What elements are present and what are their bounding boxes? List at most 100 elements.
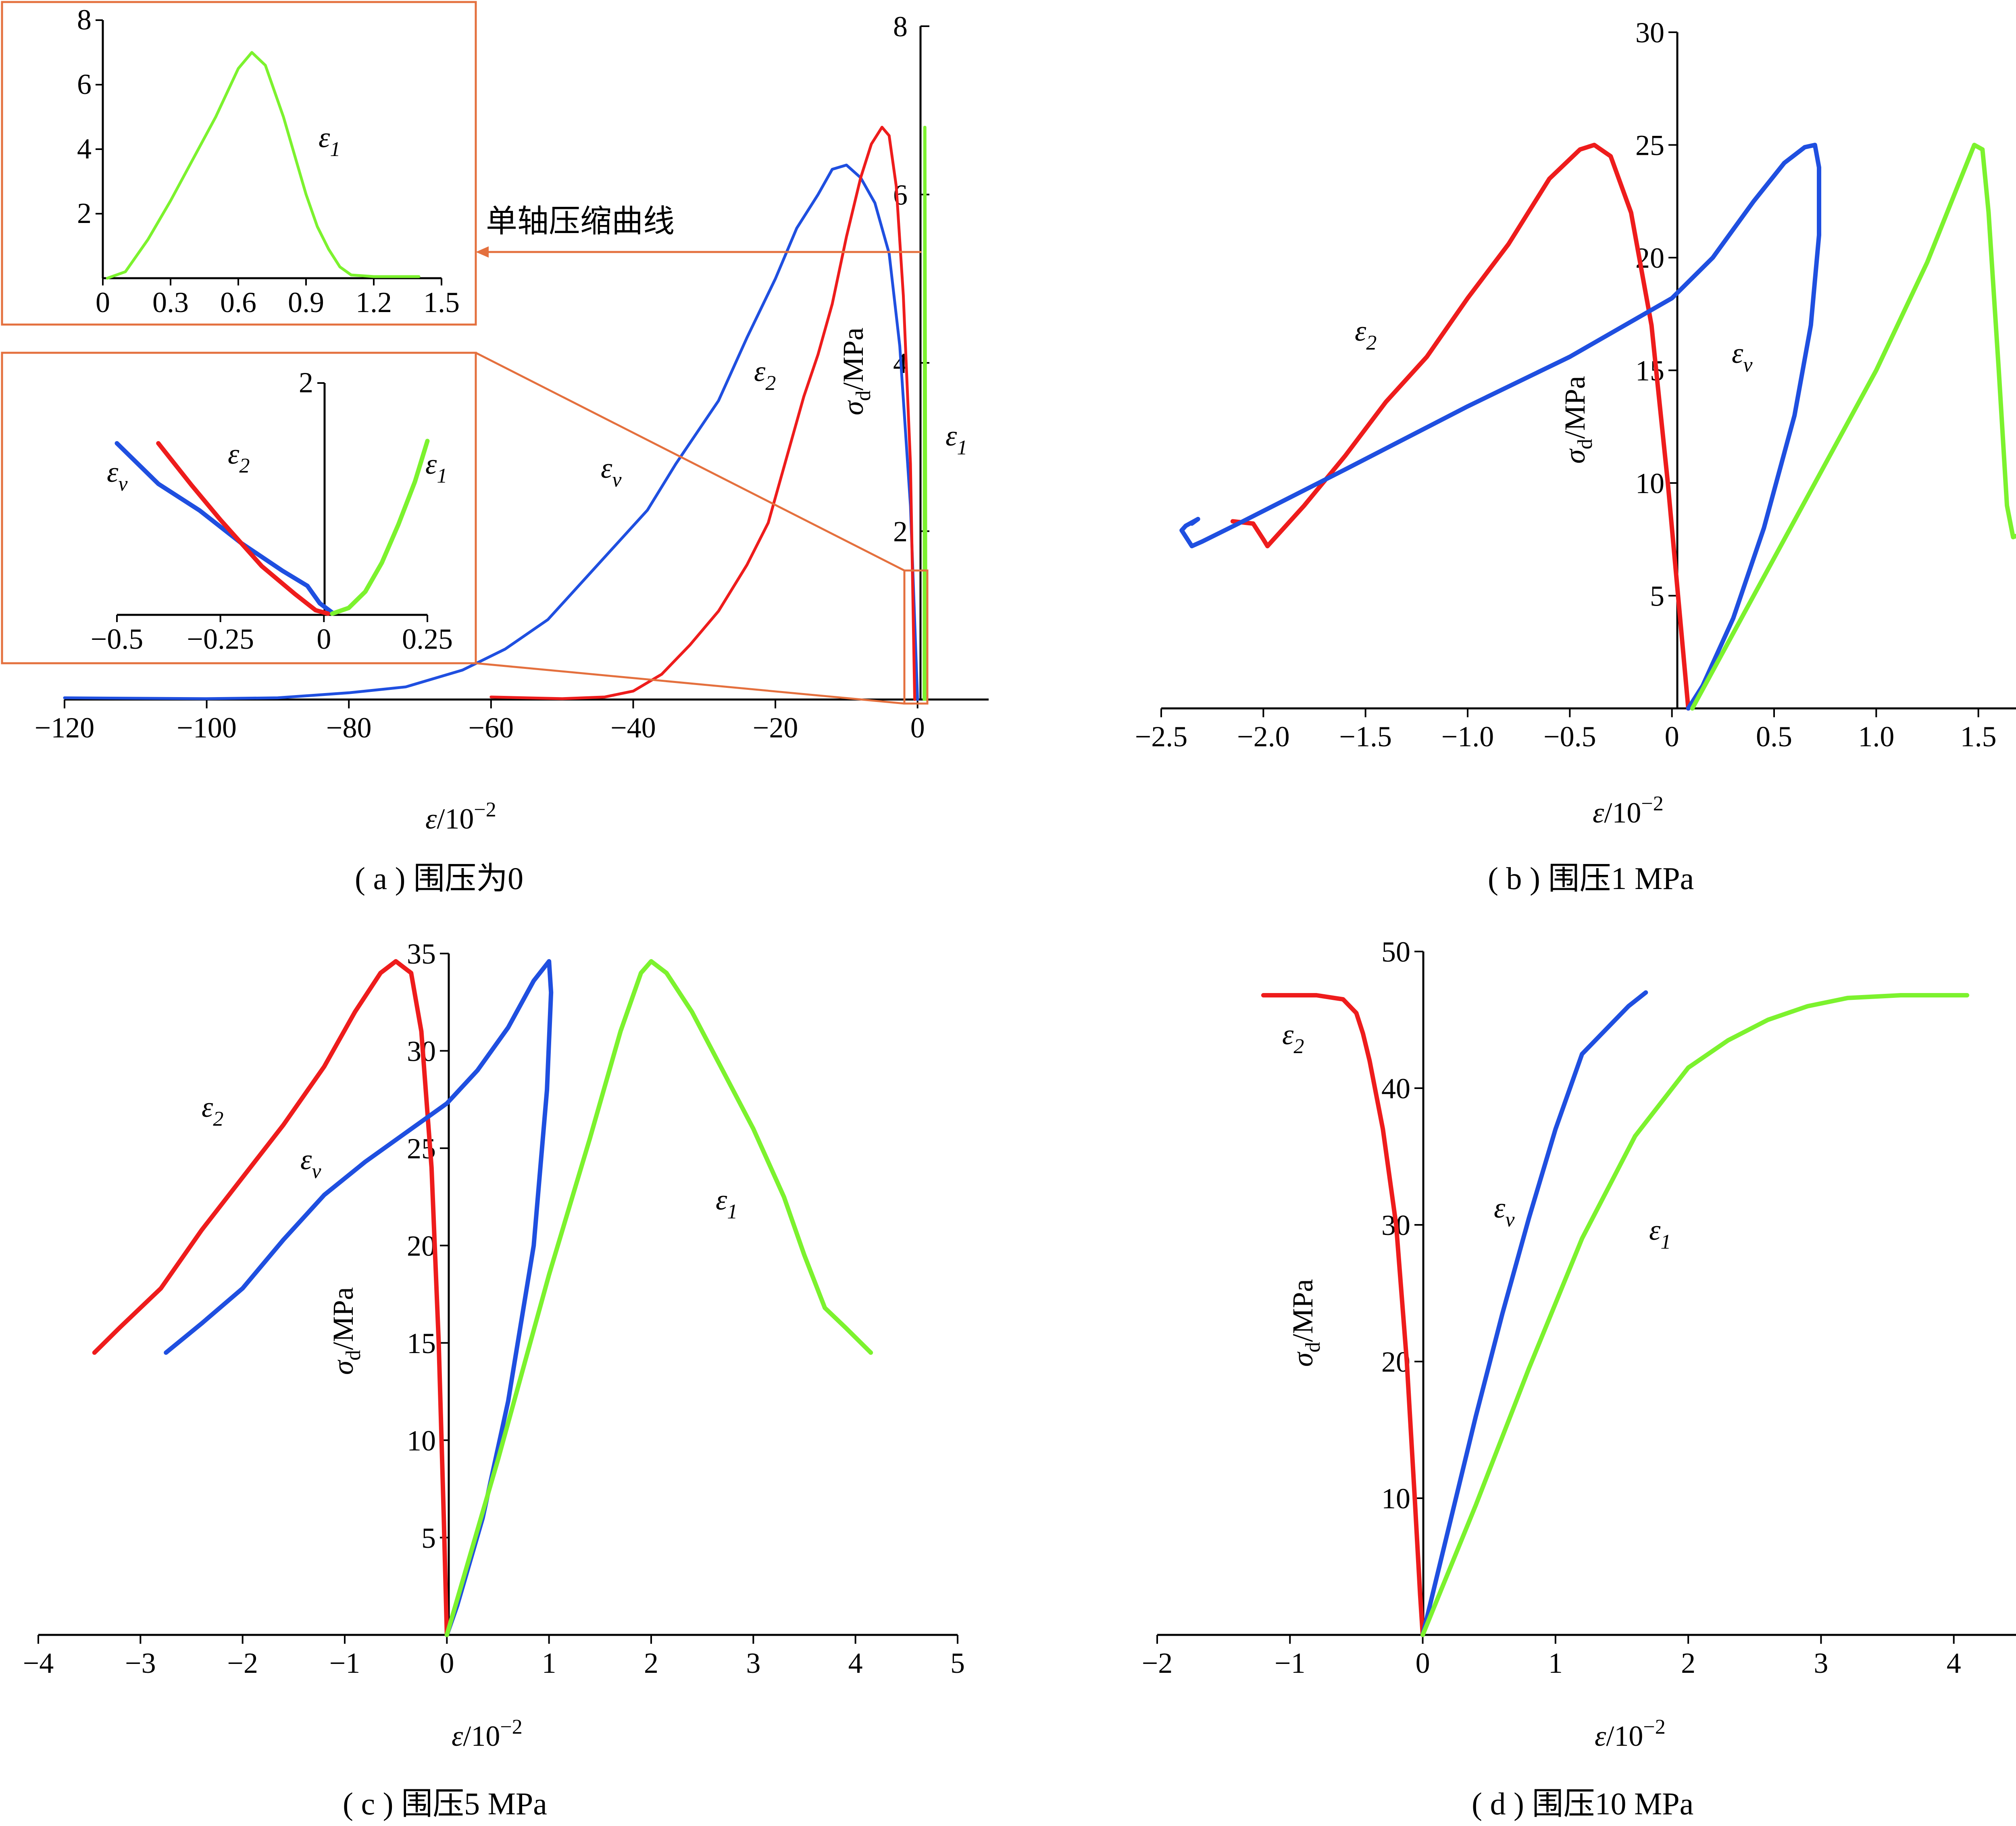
panel-b-caption: ( b ) 围压1 MPa xyxy=(1488,861,1694,896)
panel-c-caption: ( c ) 围压5 MPa xyxy=(343,1786,547,1821)
sub-one: 1 xyxy=(330,138,340,161)
panel-d-x-tick-label: 4 xyxy=(1947,1647,1961,1679)
panel-b-x-tick-label: −1.0 xyxy=(1441,720,1494,753)
inset-bottom-epsv-line xyxy=(115,441,335,615)
panel-c-x-tick-label: 4 xyxy=(848,1647,863,1679)
inset-bottom-y-tick-label: 2 xyxy=(299,366,313,399)
inset-top-x-tick-label: 0.9 xyxy=(288,286,324,319)
panel-c-x-tick-label: 0 xyxy=(439,1647,454,1679)
panel-a-x-tick-label: −120 xyxy=(35,712,95,744)
inset-bottom-eps2-label: ε2 xyxy=(228,438,250,477)
panel-c-x-tick-label: 5 xyxy=(950,1647,965,1679)
panel-c-x-tick-label: 1 xyxy=(542,1647,556,1679)
panel-a-epsv-label: εv xyxy=(601,452,622,491)
panel-b: −2.5−2.0−1.5−1.0−0.500.51.01.52.05101520… xyxy=(1135,17,2016,896)
panel-a-caption: ( a ) 围压为0 xyxy=(355,861,523,896)
panel-d: −2−10123451020304050 ε2 εv ε1 σd/MPa ε/1… xyxy=(1142,936,2016,1821)
panel-a-x-tick-label: −80 xyxy=(326,712,372,744)
panel-a-y-tick-label: 2 xyxy=(893,516,908,548)
panel-d-xlabel: ε/10−2 xyxy=(1595,1716,1666,1752)
panel-b-x-tick-label: −0.5 xyxy=(1543,720,1596,753)
panel-a-xlabel: ε/10−2 xyxy=(425,798,496,835)
panel-a-x-tick-label: 0 xyxy=(910,712,925,744)
inset-bottom-epsv-label: εv xyxy=(107,456,128,496)
panel-c-epsv-label: εv xyxy=(300,1143,321,1183)
inset-bottom-x-tick-label: −0.25 xyxy=(187,623,254,655)
panel-d-x-tick-label: 1 xyxy=(1548,1647,1563,1679)
panel-b-x-tick-label: 0 xyxy=(1665,720,1679,753)
inset-top-x-tick-label: 0.3 xyxy=(152,286,189,319)
panel-a-curves xyxy=(63,126,928,701)
inset-bottom-x-tick-label: 0 xyxy=(317,623,331,655)
panel-a-eps1-label: ε1 xyxy=(946,420,967,459)
panel-b-epsv-label: εv xyxy=(1732,337,1753,377)
panel-a-eps2-label: ε2 xyxy=(754,355,776,395)
panel-b-xlabel: ε/10−2 xyxy=(1593,792,1664,829)
zoom-connector-top xyxy=(475,352,905,572)
inset-top-eps1-line xyxy=(106,51,421,280)
panel-b-y-tick-label: 15 xyxy=(1635,355,1664,387)
panel-a-ylabel: σd/MPa xyxy=(837,327,875,415)
panel-a-epsv-line xyxy=(63,163,919,701)
panel-d-x-tick-label: 2 xyxy=(1681,1647,1695,1679)
panel-b-x-tick-label: −2.0 xyxy=(1237,720,1290,753)
panel-c-curves xyxy=(92,959,873,1637)
panel-c-x-tick-label: −3 xyxy=(125,1647,156,1679)
panel-c-eps1-label: ε1 xyxy=(716,1184,737,1223)
panel-d-epsv-line xyxy=(1420,990,1648,1637)
inset-bottom-axes: −0.5 −0.25 0 0.25 2 xyxy=(91,366,453,655)
panel-b-curves xyxy=(1179,143,2016,711)
inset-top-x-tick-label: 1.2 xyxy=(356,286,392,319)
panel-a-x-tick-label: −60 xyxy=(469,712,514,744)
panel-c-ylabel: σd/MPa xyxy=(327,1287,365,1375)
panel-b-y-tick-label: 25 xyxy=(1635,129,1664,162)
eps-symbol: ε xyxy=(319,121,330,154)
panel-c-eps1-line xyxy=(444,959,873,1637)
panel-b-x-tick-label: 1.5 xyxy=(1960,720,1997,753)
annotation-text: 单轴压缩曲线 xyxy=(486,204,675,239)
panel-d-curves xyxy=(1261,990,1970,1637)
panel-a-eps1-line xyxy=(923,126,928,701)
inset-top-y-tick-label: 6 xyxy=(77,68,92,100)
panel-d-y-tick-label: 40 xyxy=(1381,1072,1410,1105)
panel-b-x-tick-label: −2.5 xyxy=(1135,720,1188,753)
panel-d-eps1-label: ε1 xyxy=(1649,1214,1671,1253)
inset-top-axes: 0 0.3 0.6 0.9 1.2 1.5 2 4 6 8 xyxy=(77,4,460,319)
panel-b-y-tick-label: 5 xyxy=(1650,580,1664,612)
inset-bottom-x-tick-label: −0.5 xyxy=(91,623,144,655)
panel-b-y-tick-label: 30 xyxy=(1635,17,1664,49)
inset-bottom-eps1-line xyxy=(330,439,430,616)
panel-a-axes: −120 −100 −80 −60 −40 −20 0 2 4 6 8 xyxy=(35,10,989,744)
inset-top-eps1-label: ε1 xyxy=(319,121,340,161)
inset-top-x-tick-label: 0 xyxy=(96,286,110,319)
panel-c-x-tick-label: 2 xyxy=(644,1647,658,1679)
panel-c-y-tick-label: 10 xyxy=(407,1424,436,1457)
panel-c-epsv-line xyxy=(164,959,554,1637)
annotation-arrowhead xyxy=(476,246,489,258)
inset-top-frame xyxy=(1,1,477,326)
panel-c-y-tick-label: 20 xyxy=(407,1230,436,1262)
panel-b-x-tick-label: 0.5 xyxy=(1756,720,1792,753)
inset-bottom: −0.5 −0.25 0 0.25 2 xyxy=(91,366,453,655)
panel-b-x-tick-label: −1.5 xyxy=(1339,720,1392,753)
panel-d-x-tick-label: −1 xyxy=(1275,1647,1306,1679)
panel-d-y-tick-label: 50 xyxy=(1381,936,1410,968)
inset-bottom-curves xyxy=(115,439,430,616)
panel-a-eps2-line xyxy=(489,126,916,701)
inset-top-y-tick-label: 8 xyxy=(77,4,92,36)
panel-d-axes: −2−10123451020304050 xyxy=(1142,936,2016,1679)
panel-d-caption: ( d ) 围压10 MPa xyxy=(1472,1786,1693,1821)
panel-a-y-tick-label: 8 xyxy=(893,10,908,43)
panel-d-x-tick-label: 3 xyxy=(1814,1647,1828,1679)
inset-top-curves xyxy=(106,51,421,280)
panel-c-x-tick-label: 3 xyxy=(746,1647,760,1679)
panel-a-x-tick-label: −40 xyxy=(610,712,656,744)
panel-c-x-tick-label: −1 xyxy=(329,1647,360,1679)
zoom-connector-bottom xyxy=(475,662,905,705)
panel-c-y-tick-label: 15 xyxy=(407,1327,436,1360)
panel-c-eps2-line xyxy=(92,959,449,1637)
panel-c-eps2-label: ε2 xyxy=(202,1091,223,1131)
